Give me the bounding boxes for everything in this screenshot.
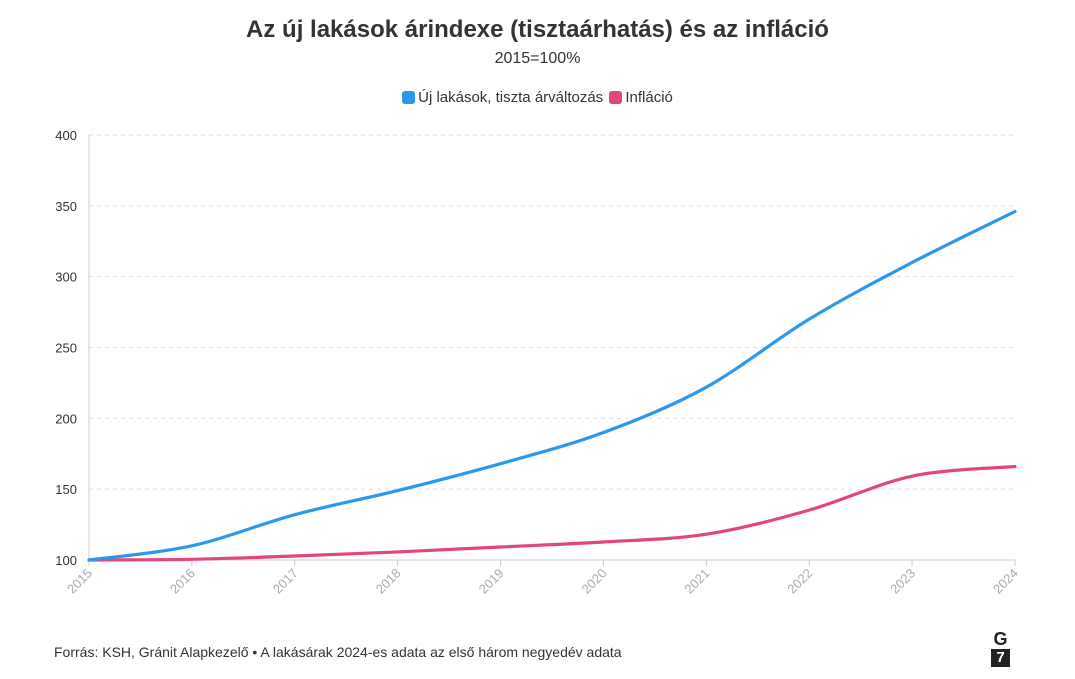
chart-subtitle: 2015=100%	[494, 50, 581, 67]
legend-swatch-pink	[609, 91, 623, 104]
series-line-new-homes	[87, 209, 1017, 562]
legend-item-new-homes[interactable]: Új lakások, tiszta árváltozás	[402, 89, 603, 106]
logo-number: 7	[991, 649, 1010, 667]
g7-logo: G 7	[991, 630, 1010, 668]
x-tick-label-2017: 2017	[270, 566, 301, 597]
legend: Új lakások, tiszta árváltozás Infláció	[0, 89, 1075, 108]
y-tick-label-200: 200	[55, 411, 77, 426]
legend-label-inflation: Infláció	[625, 89, 673, 106]
x-tick-label-2018: 2018	[373, 566, 404, 597]
legend-item-inflation[interactable]: Infláció	[609, 89, 673, 106]
y-tick-label-300: 300	[55, 270, 77, 285]
x-tick-label-2023: 2023	[887, 566, 918, 597]
x-tick-label-2020: 2020	[579, 566, 610, 597]
x-tick-label-2024: 2024	[990, 566, 1021, 597]
legend-swatch-blue	[402, 91, 416, 104]
x-tick-label-2015: 2015	[64, 566, 95, 597]
y-tick-label-150: 150	[55, 482, 77, 497]
y-tick-label-250: 250	[55, 341, 77, 356]
logo-letter: G	[993, 629, 1008, 649]
source-footnote: Forrás: KSH, Gránit Alapkezelő • A lakás…	[54, 644, 622, 660]
y-tick-label-350: 350	[55, 199, 77, 214]
y-tick-label-100: 100	[55, 553, 77, 568]
x-tick-label-2022: 2022	[784, 566, 815, 597]
x-tick-label-2019: 2019	[476, 566, 507, 597]
y-tick-label-400: 400	[55, 128, 77, 143]
x-tick-label-2016: 2016	[167, 566, 198, 597]
legend-label-new-homes: Új lakások, tiszta árváltozás	[418, 89, 604, 106]
chart-title: Az új lakások árindexe (tisztaárhatás) é…	[246, 16, 829, 43]
series-line-inflation	[87, 464, 1017, 562]
x-tick-label-2021: 2021	[681, 566, 712, 597]
